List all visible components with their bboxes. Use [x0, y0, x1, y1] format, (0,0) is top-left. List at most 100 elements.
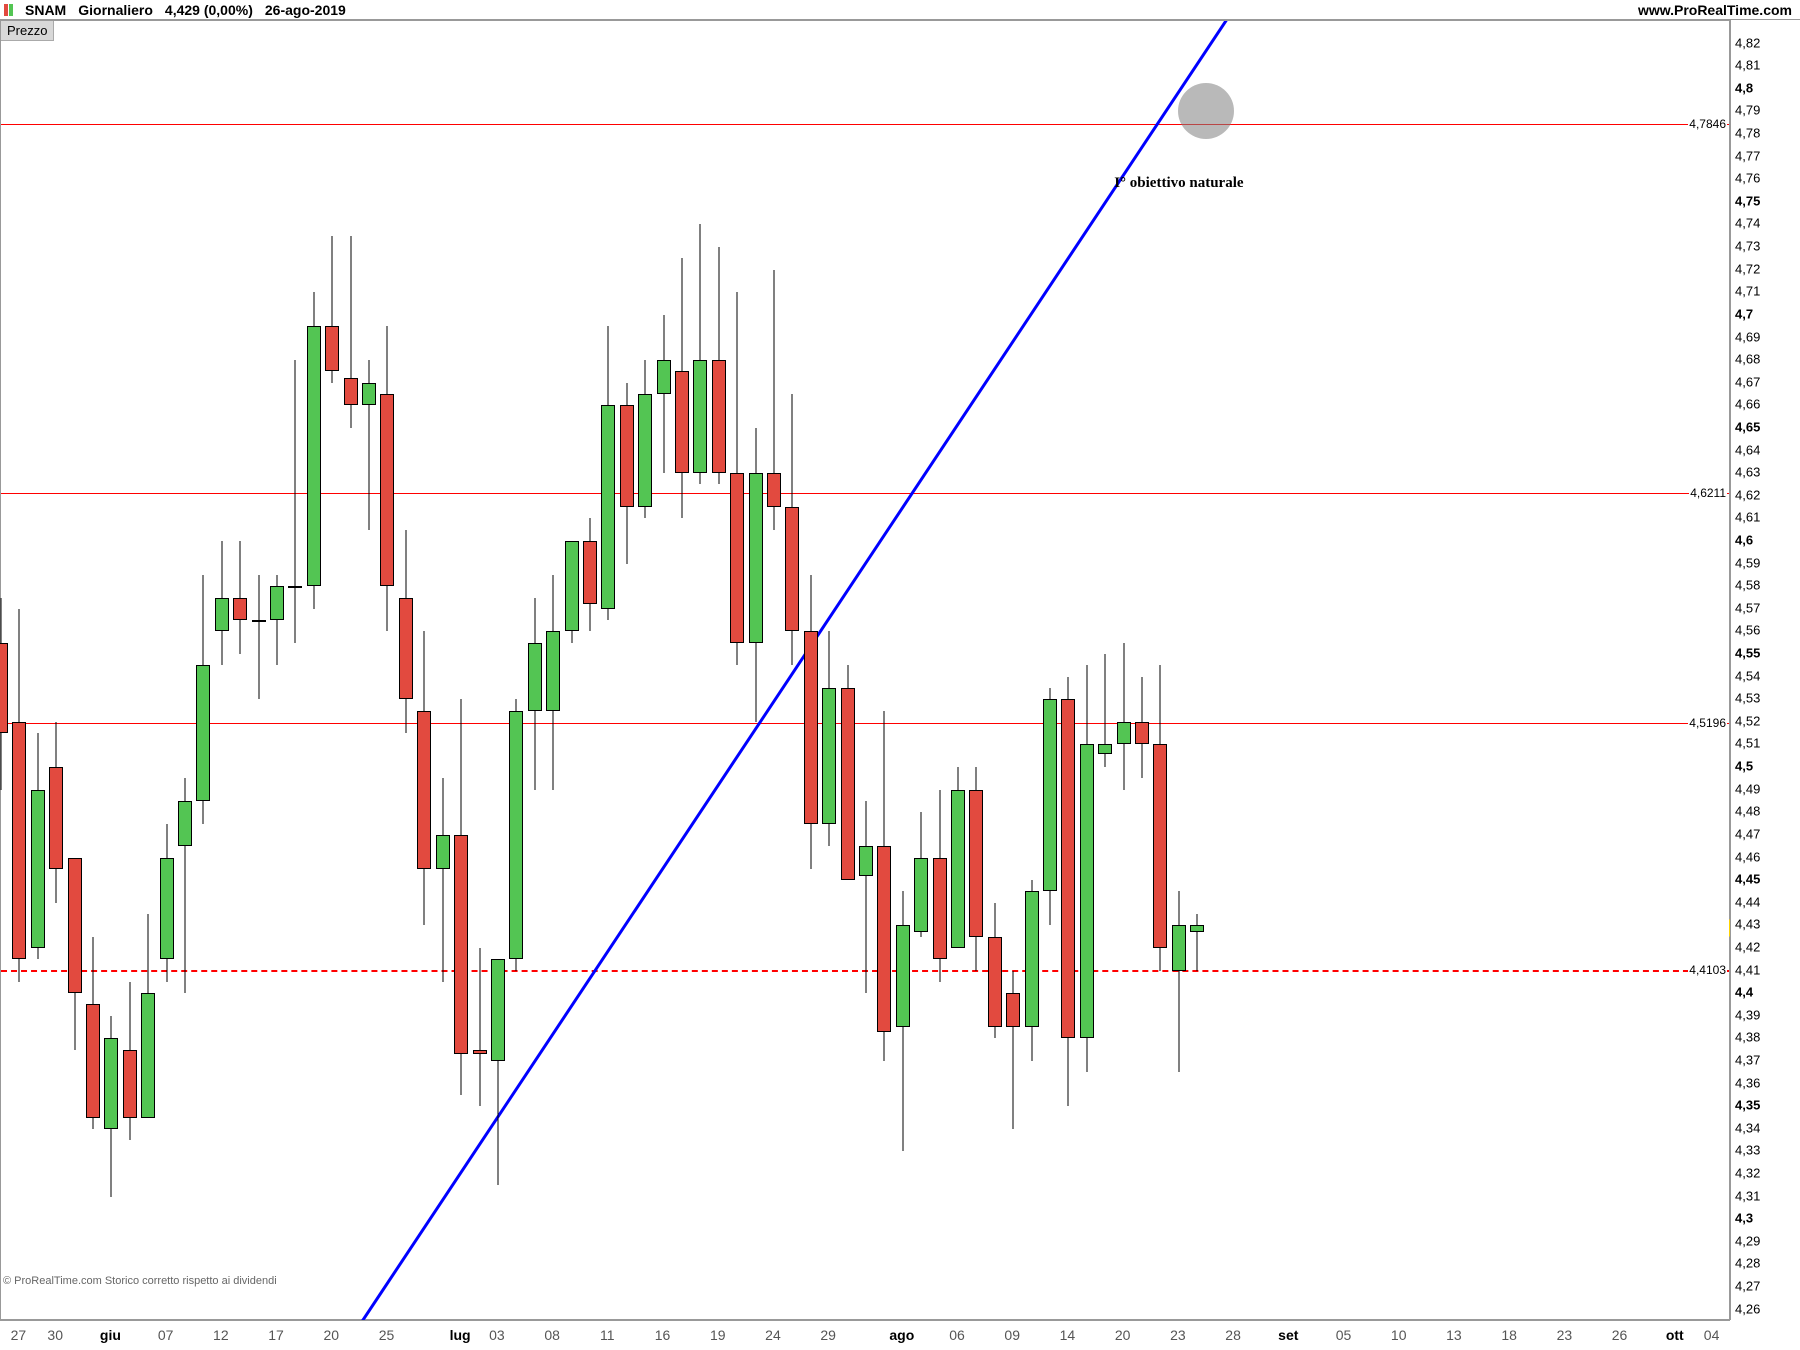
y-tick: 4,66 — [1735, 397, 1760, 412]
y-tick: 4,45 — [1735, 872, 1760, 887]
hline-label: 4,7846 — [1688, 117, 1727, 131]
candle — [896, 21, 910, 1321]
hline-label: 4,5196 — [1688, 716, 1727, 730]
candle — [1172, 21, 1186, 1321]
x-tick: 09 — [1004, 1327, 1020, 1343]
candle — [601, 21, 615, 1321]
candle — [785, 21, 799, 1321]
y-tick: 4,7 — [1735, 306, 1753, 321]
y-tick: 4,42 — [1735, 939, 1760, 954]
candle — [473, 21, 487, 1321]
candle — [0, 21, 8, 1321]
y-tick: 4,74 — [1735, 216, 1760, 231]
candle — [638, 21, 652, 1321]
y-tick: 4,79 — [1735, 103, 1760, 118]
candle — [841, 21, 855, 1321]
candle — [730, 21, 744, 1321]
candle — [1025, 21, 1039, 1321]
candle — [252, 21, 266, 1321]
hline-label: 4,4103 — [1688, 963, 1727, 977]
x-tick: 30 — [47, 1327, 63, 1343]
y-tick: 4,81 — [1735, 58, 1760, 73]
y-tick: 4,71 — [1735, 284, 1760, 299]
candle — [288, 21, 302, 1321]
candle — [859, 21, 873, 1321]
y-tick: 4,32 — [1735, 1166, 1760, 1181]
candle — [454, 21, 468, 1321]
x-tick: 20 — [323, 1327, 339, 1343]
y-tick: 4,29 — [1735, 1233, 1760, 1248]
candle — [675, 21, 689, 1321]
x-tick: 28 — [1225, 1327, 1241, 1343]
x-tick: set — [1278, 1327, 1298, 1343]
candle — [528, 21, 542, 1321]
y-tick: 4,46 — [1735, 849, 1760, 864]
y-tick: 4,41 — [1735, 962, 1760, 977]
x-tick: 05 — [1336, 1327, 1352, 1343]
candle — [49, 21, 63, 1321]
candle — [804, 21, 818, 1321]
candle — [362, 21, 376, 1321]
candle — [123, 21, 137, 1321]
candle — [233, 21, 247, 1321]
price-change: 4,429 (0,00%) — [165, 2, 253, 18]
y-tick: 4,5 — [1735, 759, 1753, 774]
candle-icon — [4, 4, 13, 16]
x-tick: 16 — [655, 1327, 671, 1343]
y-tick: 4,62 — [1735, 487, 1760, 502]
x-tick: 27 — [11, 1327, 27, 1343]
candle — [712, 21, 726, 1321]
candle — [767, 21, 781, 1321]
y-tick: 4,63 — [1735, 465, 1760, 480]
y-tick: 4,47 — [1735, 826, 1760, 841]
y-tick: 4,38 — [1735, 1030, 1760, 1045]
y-tick: 4,64 — [1735, 442, 1760, 457]
candle — [68, 21, 82, 1321]
y-tick: 4,77 — [1735, 148, 1760, 163]
candle — [951, 21, 965, 1321]
x-tick: ott — [1666, 1327, 1684, 1343]
candle — [380, 21, 394, 1321]
site-link[interactable]: www.ProRealTime.com — [1638, 2, 1800, 18]
y-tick: 4,57 — [1735, 600, 1760, 615]
x-tick: lug — [450, 1327, 471, 1343]
candle — [325, 21, 339, 1321]
y-tick: 4,59 — [1735, 555, 1760, 570]
y-tick: 4,56 — [1735, 623, 1760, 638]
y-tick: 4,37 — [1735, 1053, 1760, 1068]
candle — [822, 21, 836, 1321]
hline-label: 4,6211 — [1689, 486, 1727, 500]
symbol: SNAM — [25, 2, 66, 18]
y-tick: 4,49 — [1735, 781, 1760, 796]
x-tick: 08 — [544, 1327, 560, 1343]
candle — [436, 21, 450, 1321]
date: 26-ago-2019 — [265, 2, 346, 18]
candle — [12, 21, 26, 1321]
candle — [749, 21, 763, 1321]
y-tick: 4,54 — [1735, 668, 1760, 683]
candle — [877, 21, 891, 1321]
candle — [546, 21, 560, 1321]
x-tick: 23 — [1170, 1327, 1186, 1343]
y-tick: 4,39 — [1735, 1007, 1760, 1022]
x-tick: 04 — [1704, 1327, 1720, 1343]
x-tick: 03 — [489, 1327, 505, 1343]
x-tick: 23 — [1557, 1327, 1573, 1343]
candle — [1080, 21, 1094, 1321]
footer-copyright: © ProRealTime.com Storico corretto rispe… — [3, 1275, 277, 1287]
candle — [1061, 21, 1075, 1321]
y-tick: 4,28 — [1735, 1256, 1760, 1271]
y-tick: 4,69 — [1735, 329, 1760, 344]
x-tick: ago — [889, 1327, 914, 1343]
candle — [307, 21, 321, 1321]
y-tick: 4,3 — [1735, 1211, 1753, 1226]
chart-area[interactable]: 4,78464,62114,51964,41034,429I° obiettiv… — [0, 20, 1730, 1320]
x-tick: 26 — [1612, 1327, 1628, 1343]
y-tick: 4,72 — [1735, 261, 1760, 276]
y-tick: 4,34 — [1735, 1120, 1760, 1135]
candle — [178, 21, 192, 1321]
candle — [215, 21, 229, 1321]
y-tick: 4,68 — [1735, 352, 1760, 367]
y-tick: 4,35 — [1735, 1098, 1760, 1113]
y-tick: 4,33 — [1735, 1143, 1760, 1158]
